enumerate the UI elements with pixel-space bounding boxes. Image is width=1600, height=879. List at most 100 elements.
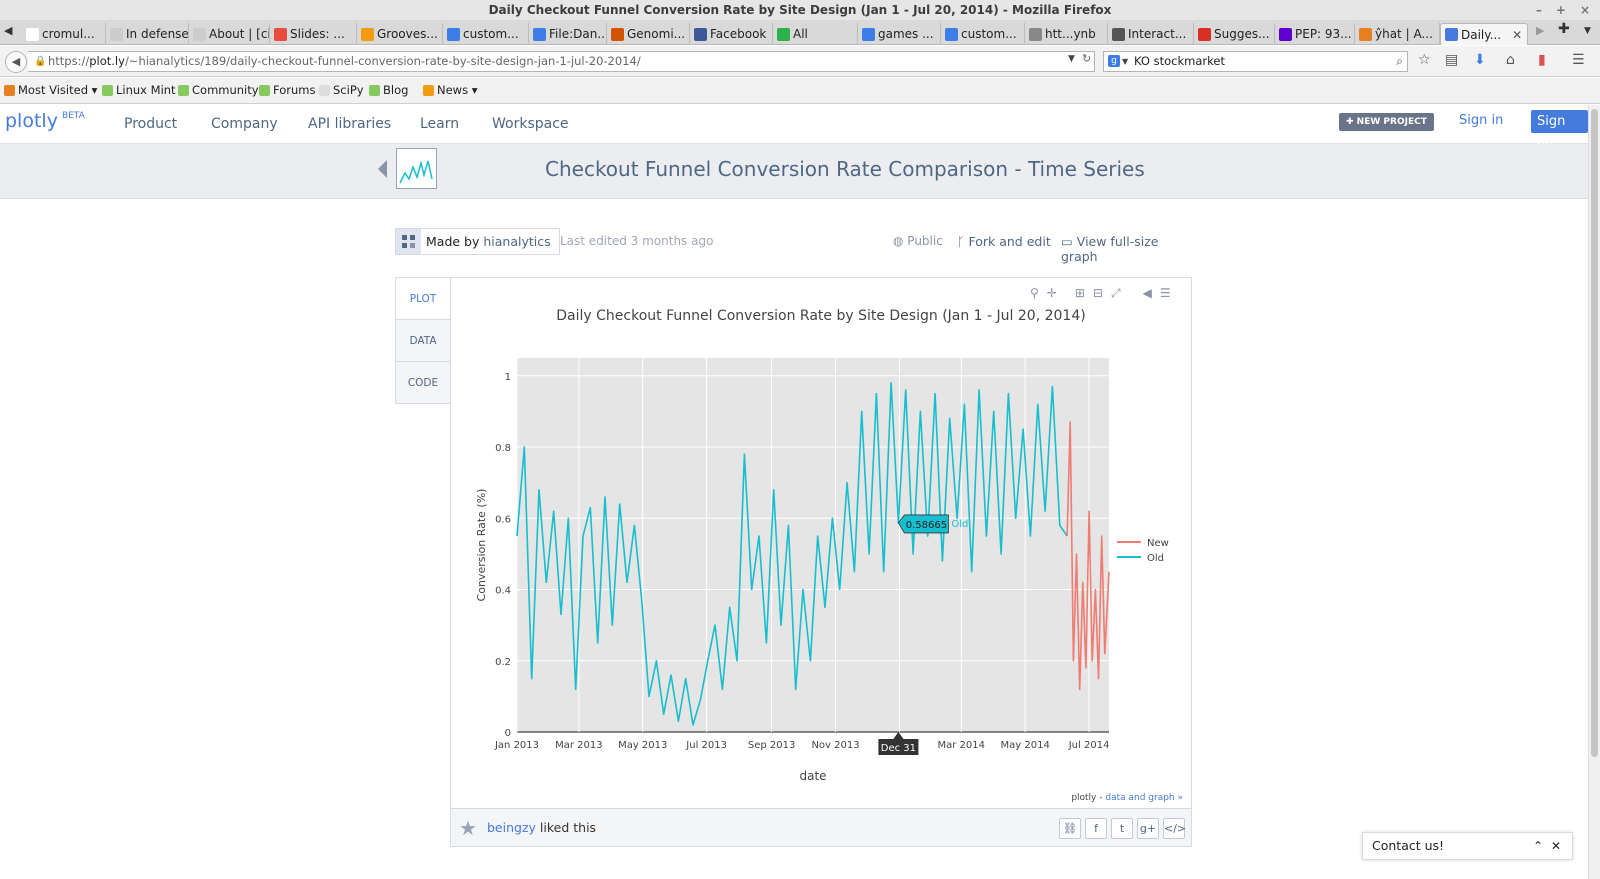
browser-tab[interactable]: ŷhat | A...: [1355, 23, 1440, 45]
search-bar[interactable]: g ▼ KO stockmarket ⌕: [1103, 51, 1408, 72]
sign-up-button[interactable]: Sign up: [1531, 110, 1588, 152]
hover-closest-icon[interactable]: ◀: [1142, 286, 1152, 300]
y-tick-label: 0.2: [495, 657, 511, 668]
share-facebook-icon[interactable]: f: [1085, 818, 1107, 839]
addon-icon[interactable]: ▮: [1538, 52, 1546, 68]
bookmark-item[interactable]: News ▾: [423, 83, 478, 97]
plot-modebar: ⚲ ✛ ⊞ ⊟ ⤢ ◀ ☰: [1030, 286, 1171, 301]
browser-tab[interactable]: Grooves...: [357, 23, 443, 45]
search-icon[interactable]: ⌕: [1396, 54, 1403, 68]
bookmark-item[interactable]: Community: [178, 83, 259, 97]
browser-tab[interactable]: Interact...: [1108, 23, 1194, 45]
downloads-icon[interactable]: ⬇: [1474, 52, 1486, 68]
line-chart[interactable]: Daily Checkout Funnel Conversion Rate by…: [451, 278, 1191, 808]
page-scrollbar[interactable]: [1588, 105, 1600, 879]
share-twitter-icon[interactable]: t: [1111, 818, 1133, 839]
graph-meta-row: Made by hianalytics Last edited 3 months…: [395, 228, 1190, 264]
nav-company[interactable]: Company: [211, 116, 278, 132]
bookmark-item[interactable]: Linux Mint: [102, 83, 176, 97]
browser-tab[interactable]: custom...: [443, 23, 529, 45]
scrollbar-thumb[interactable]: [1591, 109, 1598, 757]
autoscale-icon[interactable]: ⤢: [1110, 286, 1121, 300]
plotly-logo[interactable]: plotly BETA: [5, 110, 85, 132]
tab-data[interactable]: DATA: [395, 319, 450, 362]
nav-learn[interactable]: Learn: [420, 116, 460, 132]
embed-code-icon[interactable]: </>: [1163, 818, 1186, 839]
liked-user[interactable]: beingzy: [487, 820, 536, 835]
browser-tab[interactable]: All: [773, 23, 858, 45]
contact-label: Contact us!: [1372, 838, 1445, 853]
sign-in-link[interactable]: Sign in: [1459, 113, 1504, 128]
tab-scroll-left-icon[interactable]: ◀: [4, 24, 13, 37]
contact-widget[interactable]: Contact us! ⌃ ✕: [1362, 832, 1573, 860]
share-link-icon[interactable]: ⛓: [1059, 818, 1081, 839]
minimize-button[interactable]: –: [1535, 3, 1542, 17]
browser-tab[interactable]: About | [cit...: [189, 23, 270, 45]
bookmark-star-icon[interactable]: ☆: [1418, 52, 1431, 68]
browser-tab[interactable]: Slides: ...: [270, 23, 357, 45]
browser-tab[interactable]: File:Dan...: [529, 23, 607, 45]
view-full-size-link[interactable]: ▭ View full-size graph: [1061, 234, 1190, 264]
bookmark-label: Forums: [273, 83, 316, 97]
graph-thumbnail[interactable]: [396, 148, 437, 189]
tab-plot[interactable]: PLOT: [395, 277, 450, 320]
browser-tab[interactable]: PEP: 93...: [1275, 23, 1355, 45]
series-line-old[interactable]: [516, 382, 1068, 726]
reload-icon[interactable]: ↻: [1082, 52, 1092, 65]
browser-tab[interactable]: custom...: [941, 23, 1025, 45]
site-header: plotly BETA Product Company API libraries…: [0, 105, 1588, 152]
new-project-button[interactable]: ✚ NEW PROJECT: [1339, 113, 1434, 131]
nav-product[interactable]: Product: [124, 116, 178, 132]
plotly-credit: plotly - data and graph »: [1071, 793, 1183, 803]
bookmark-item[interactable]: Blog: [369, 83, 408, 97]
tab-scroll-right-icon[interactable]: ▶: [1536, 24, 1545, 37]
bookmark-item[interactable]: SciPy: [319, 83, 364, 97]
like-star-icon[interactable]: ★: [459, 816, 477, 840]
browser-tab[interactable]: Sugges...: [1194, 23, 1275, 45]
list-all-tabs-icon[interactable]: ▼: [1584, 26, 1591, 36]
maximize-button[interactable]: +: [1555, 3, 1566, 17]
browser-tab[interactable]: htt...ynb: [1025, 23, 1108, 45]
made-by-badge[interactable]: Made by hianalytics: [395, 228, 560, 255]
collapse-chevron-icon[interactable]: ⌃: [1533, 839, 1544, 853]
bookmark-item[interactable]: Most Visited ▾: [4, 83, 97, 97]
browser-tab[interactable]: In defense ...: [106, 23, 189, 45]
tab-code[interactable]: CODE: [395, 361, 450, 404]
google-engine-icon[interactable]: g: [1108, 55, 1120, 67]
browser-tab[interactable]: Genomi...: [607, 23, 690, 45]
tab-label: In defense ...: [126, 27, 189, 41]
google-icon: [945, 27, 958, 41]
series-line-new[interactable]: [1066, 421, 1110, 691]
bookmark-item[interactable]: Forums: [259, 83, 315, 97]
made-by-user[interactable]: hianalytics: [483, 234, 551, 249]
nav-api-libraries[interactable]: API libraries: [308, 116, 392, 132]
new-tab-icon[interactable]: ✚: [1558, 21, 1570, 37]
fork-and-edit-link[interactable]: ᚴ Fork and edit: [957, 234, 1051, 249]
reading-list-icon[interactable]: ▤: [1445, 52, 1459, 68]
zoom-icon[interactable]: ⚲: [1030, 286, 1039, 300]
home-icon[interactable]: ⌂: [1506, 52, 1515, 68]
share-googleplus-icon[interactable]: g+: [1137, 818, 1159, 839]
close-window-button[interactable]: ×: [1579, 3, 1590, 17]
browser-tab[interactable]: Daily... ✕: [1440, 23, 1528, 45]
url-history-dropdown-icon[interactable]: ▼: [1068, 54, 1075, 64]
zoom-in-icon[interactable]: ⊞: [1074, 286, 1085, 300]
page-icon: [193, 27, 206, 41]
browser-tab[interactable]: games ...: [858, 23, 941, 45]
contact-close-icon[interactable]: ✕: [1551, 839, 1562, 853]
browser-tab[interactable]: cromul...: [22, 23, 106, 45]
previous-graph-icon[interactable]: [378, 160, 387, 178]
menu-icon[interactable]: ☰: [1572, 52, 1585, 68]
back-button[interactable]: ◀: [5, 51, 27, 73]
tab-close-icon[interactable]: ✕: [1512, 27, 1523, 42]
zoom-out-icon[interactable]: ⊟: [1092, 286, 1103, 300]
url-bar[interactable]: 🔒 https://plot.ly/~hianalytics/189/daily-…: [28, 51, 1095, 72]
browser-tab[interactable]: Facebook: [690, 23, 773, 45]
hover-compare-icon[interactable]: ☰: [1159, 286, 1171, 300]
nav-workspace[interactable]: Workspace: [492, 116, 569, 132]
pan-icon[interactable]: ✛: [1046, 286, 1057, 300]
search-input-value[interactable]: KO stockmarket: [1134, 54, 1225, 68]
data-and-graph-link[interactable]: data and graph »: [1105, 793, 1183, 803]
x-tick-label: Sep 2013: [748, 740, 795, 751]
search-engine-dropdown-icon[interactable]: ▼: [1122, 57, 1129, 66]
